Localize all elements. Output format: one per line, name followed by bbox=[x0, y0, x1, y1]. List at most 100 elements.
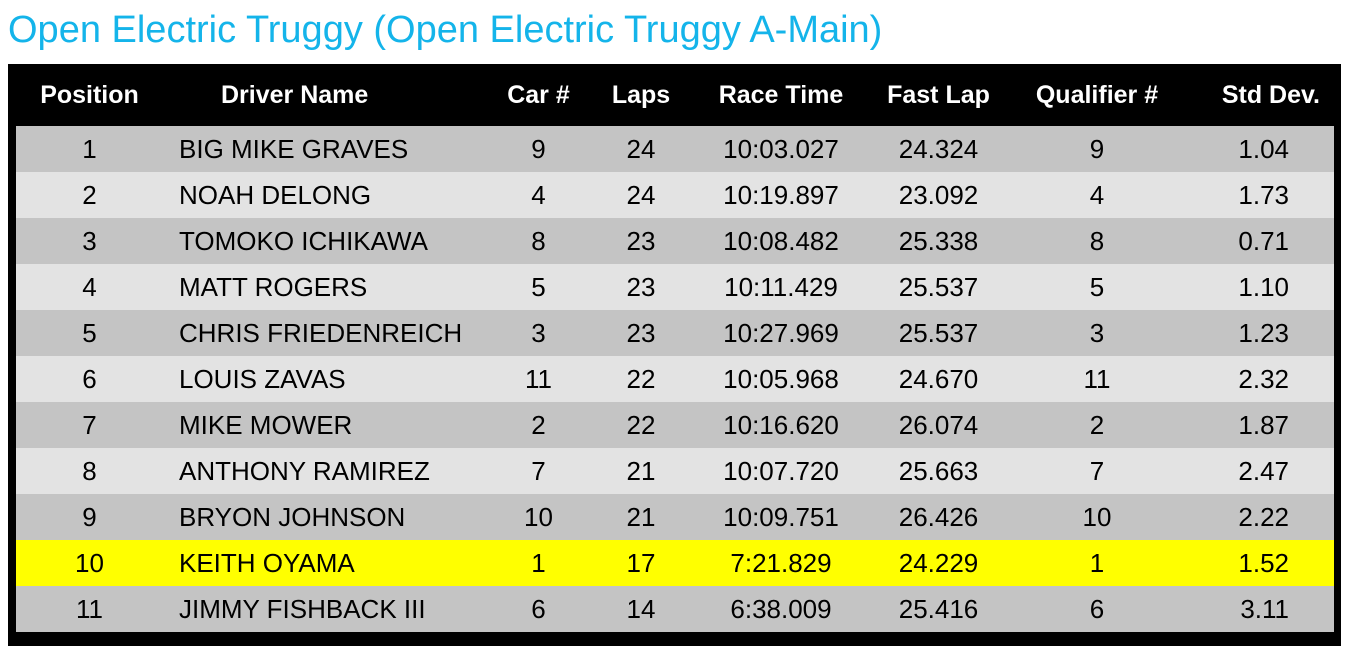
cell-std-dev: 2.22 bbox=[1183, 494, 1334, 540]
cell-race-time: 10:09.751 bbox=[696, 494, 866, 540]
cell-laps: 22 bbox=[586, 356, 696, 402]
cell-race-time: 10:11.429 bbox=[696, 264, 866, 310]
column-header-position: Position bbox=[40, 80, 139, 109]
cell-car-number: 3 bbox=[491, 310, 586, 356]
cell-car-number: 11 bbox=[491, 356, 586, 402]
table-row: 11 JIMMY FISHBACK III 6 14 6:38.009 25.416 6 3.… bbox=[16, 586, 1334, 632]
table-row: 5 CHRIS FRIEDENREICH 3 23 10:27.969 25.537 3 1.… bbox=[16, 310, 1334, 356]
column-header-fast-lap: Fast Lap bbox=[887, 80, 990, 109]
cell-qualifier: 3 bbox=[1011, 310, 1183, 356]
cell-race-time: 10:03.027 bbox=[696, 126, 866, 172]
cell-race-time: 7:21.829 bbox=[696, 540, 866, 586]
cell-position: 3 bbox=[16, 218, 163, 264]
cell-fast-lap: 26.426 bbox=[866, 494, 1011, 540]
cell-qualifier: 11 bbox=[1011, 356, 1183, 402]
cell-race-time: 10:08.482 bbox=[696, 218, 866, 264]
cell-position: 6 bbox=[16, 356, 163, 402]
cell-std-dev: 2.47 bbox=[1183, 448, 1334, 494]
column-header-race-time: Race Time bbox=[718, 80, 844, 109]
cell-std-dev: 1.10 bbox=[1183, 264, 1334, 310]
cell-race-time: 10:27.969 bbox=[696, 310, 866, 356]
cell-race-time: 6:38.009 bbox=[696, 586, 866, 632]
cell-fast-lap: 24.670 bbox=[866, 356, 1011, 402]
cell-laps: 24 bbox=[586, 172, 696, 218]
cell-laps: 23 bbox=[586, 310, 696, 356]
cell-car-number: 7 bbox=[491, 448, 586, 494]
cell-car-number: 9 bbox=[491, 126, 586, 172]
cell-fast-lap: 25.537 bbox=[866, 264, 1011, 310]
cell-laps: 14 bbox=[586, 586, 696, 632]
table-row: 1 BIG MIKE GRAVES 9 24 10:03.027 24.324 9 1.04 bbox=[16, 126, 1334, 172]
cell-fast-lap: 25.663 bbox=[866, 448, 1011, 494]
cell-laps: 23 bbox=[586, 218, 696, 264]
table-row: 6 LOUIS ZAVAS 11 22 10:05.968 24.670 11 2.32 bbox=[16, 356, 1334, 402]
cell-position: 9 bbox=[16, 494, 163, 540]
cell-position: 10 bbox=[16, 540, 163, 586]
cell-std-dev: 1.73 bbox=[1183, 172, 1334, 218]
column-header-driver-name: Driver Name bbox=[221, 80, 369, 109]
cell-std-dev: 1.87 bbox=[1183, 402, 1334, 448]
header-row: Position Driver Name Car # Laps Race Tim… bbox=[16, 64, 1334, 126]
cell-qualifier: 8 bbox=[1011, 218, 1183, 264]
cell-driver-name: TOMOKO ICHIKAWA bbox=[163, 218, 491, 264]
cell-race-time: 10:19.897 bbox=[696, 172, 866, 218]
cell-qualifier: 10 bbox=[1011, 494, 1183, 540]
cell-car-number: 4 bbox=[491, 172, 586, 218]
cell-driver-name: JIMMY FISHBACK III bbox=[163, 586, 491, 632]
cell-position: 5 bbox=[16, 310, 163, 356]
column-header-laps: Laps bbox=[611, 80, 671, 109]
cell-driver-name: LOUIS ZAVAS bbox=[163, 356, 491, 402]
cell-position: 4 bbox=[16, 264, 163, 310]
cell-driver-name: MIKE MOWER bbox=[163, 402, 491, 448]
cell-qualifier: 7 bbox=[1011, 448, 1183, 494]
cell-fast-lap: 25.338 bbox=[866, 218, 1011, 264]
cell-qualifier: 2 bbox=[1011, 402, 1183, 448]
cell-std-dev: 1.23 bbox=[1183, 310, 1334, 356]
cell-position: 8 bbox=[16, 448, 163, 494]
cell-car-number: 10 bbox=[491, 494, 586, 540]
table-row: 7 MIKE MOWER 2 22 10:16.620 26.074 2 1.87 bbox=[16, 402, 1334, 448]
cell-laps: 21 bbox=[586, 448, 696, 494]
results-table-container: Position Driver Name Car # Laps Race Tim… bbox=[8, 64, 1341, 646]
cell-car-number: 5 bbox=[491, 264, 586, 310]
column-header-car-number: Car # bbox=[507, 80, 570, 109]
cell-driver-name: BRYON JOHNSON bbox=[163, 494, 491, 540]
cell-race-time: 10:07.720 bbox=[696, 448, 866, 494]
cell-car-number: 6 bbox=[491, 586, 586, 632]
cell-std-dev: 0.71 bbox=[1183, 218, 1334, 264]
cell-position: 7 bbox=[16, 402, 163, 448]
cell-qualifier: 4 bbox=[1011, 172, 1183, 218]
table-row: 8 ANTHONY RAMIREZ 7 21 10:07.720 25.663 7 2.47 bbox=[16, 448, 1334, 494]
column-header-std-dev: Std Dev. bbox=[1221, 80, 1320, 109]
cell-std-dev: 2.32 bbox=[1183, 356, 1334, 402]
cell-fast-lap: 23.092 bbox=[866, 172, 1011, 218]
cell-position: 1 bbox=[16, 126, 163, 172]
cell-fast-lap: 26.074 bbox=[866, 402, 1011, 448]
cell-driver-name: ANTHONY RAMIREZ bbox=[163, 448, 491, 494]
cell-laps: 23 bbox=[586, 264, 696, 310]
cell-driver-name: NOAH DELONG bbox=[163, 172, 491, 218]
page-title: Open Electric Truggy (Open Electric Trug… bbox=[8, 9, 883, 51]
cell-std-dev: 1.04 bbox=[1183, 126, 1334, 172]
table-row: 4 MATT ROGERS 5 23 10:11.429 25.537 5 1.10 bbox=[16, 264, 1334, 310]
cell-car-number: 8 bbox=[491, 218, 586, 264]
cell-race-time: 10:16.620 bbox=[696, 402, 866, 448]
cell-fast-lap: 24.229 bbox=[866, 540, 1011, 586]
cell-std-dev: 1.52 bbox=[1183, 540, 1334, 586]
cell-laps: 21 bbox=[586, 494, 696, 540]
cell-position: 2 bbox=[16, 172, 163, 218]
cell-laps: 22 bbox=[586, 402, 696, 448]
cell-qualifier: 6 bbox=[1011, 586, 1183, 632]
cell-driver-name: CHRIS FRIEDENREICH bbox=[163, 310, 491, 356]
cell-qualifier: 9 bbox=[1011, 126, 1183, 172]
cell-std-dev: 3.11 bbox=[1183, 586, 1334, 632]
cell-driver-name: MATT ROGERS bbox=[163, 264, 491, 310]
table-row: 2 NOAH DELONG 4 24 10:19.897 23.092 4 1.73 bbox=[16, 172, 1334, 218]
results-table: Position Driver Name Car # Laps Race Tim… bbox=[16, 64, 1334, 632]
cell-position: 11 bbox=[16, 586, 163, 632]
cell-race-time: 10:05.968 bbox=[696, 356, 866, 402]
cell-fast-lap: 25.537 bbox=[866, 310, 1011, 356]
table-row-highlighted: 10 KEITH OYAMA 1 17 7:21.829 24.229 1 1.52 bbox=[16, 540, 1334, 586]
cell-fast-lap: 25.416 bbox=[866, 586, 1011, 632]
cell-car-number: 1 bbox=[491, 540, 586, 586]
